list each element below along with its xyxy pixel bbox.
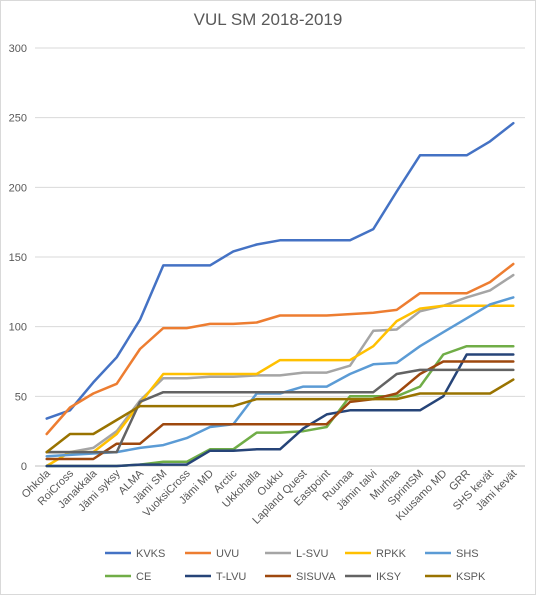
y-tick-label: 300 (9, 43, 27, 55)
series-line-kvks (45, 121, 515, 420)
series-line-kspk (45, 378, 515, 454)
legend-label-sisuva: SISUVA (296, 571, 336, 583)
legend-label-ce: CE (136, 571, 151, 583)
chart-title: VUL SM 2018-2019 (193, 10, 343, 29)
legend-label-iksy: IKSY (376, 571, 402, 583)
y-tick-label: 150 (9, 252, 27, 264)
legend-label-uvu: UVU (216, 548, 239, 560)
legend-label-kspk: KSPK (456, 571, 486, 583)
y-tick-label: 250 (9, 113, 27, 125)
y-tick-label: 200 (9, 182, 27, 194)
series-line-l-svu (45, 273, 515, 454)
series-line-uvu (45, 262, 515, 436)
series-line-t-lvu (45, 353, 515, 468)
y-tick-label: 50 (15, 391, 27, 403)
y-tick-label: 100 (9, 322, 27, 334)
legend-label-kvks: KVKS (136, 548, 165, 560)
legend-label-l-svu: L-SVU (296, 548, 328, 560)
legend-label-shs: SHS (456, 548, 479, 560)
series-line-shs (45, 296, 515, 458)
y-tick-label: 0 (21, 461, 27, 473)
legend-label-t-lvu: T-LVU (216, 571, 246, 583)
series-line-sisuva (45, 360, 515, 461)
series-line-rpkk (45, 304, 515, 468)
legend-label-rpkk: RPKK (376, 548, 407, 560)
series-line-iksy (45, 368, 515, 454)
